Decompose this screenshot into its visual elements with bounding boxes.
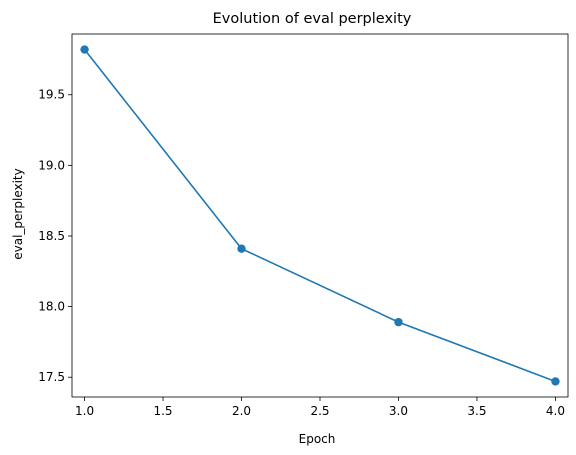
plot-series — [80, 45, 560, 386]
x-axis-label: Epoch — [299, 432, 336, 446]
y-tick-label: 18.0 — [38, 300, 65, 314]
y-tick-label: 17.5 — [38, 370, 65, 384]
x-tick-label: 2.5 — [310, 404, 329, 418]
x-tick-label: 3.5 — [467, 404, 486, 418]
x-axis: 1.0 1.5 2.0 2.5 3.0 3.5 4.0 — [75, 397, 565, 418]
x-tick-label: 1.0 — [75, 404, 94, 418]
x-tick-label: 3.0 — [389, 404, 408, 418]
data-point — [394, 317, 403, 327]
x-tick-label: 4.0 — [546, 404, 565, 418]
chart-title: Evolution of eval perplexity — [213, 11, 412, 27]
y-tick-label: 19.0 — [38, 158, 65, 172]
x-tick-label: 2.0 — [232, 404, 251, 418]
plot-frame — [71, 33, 569, 398]
data-point — [80, 45, 89, 54]
data-point — [551, 377, 560, 386]
y-axis-label: eval_perplexity — [11, 168, 25, 259]
y-axis: 17.5 18.0 18.5 19.0 19.5 — [38, 88, 72, 384]
y-tick-label: 19.5 — [38, 88, 65, 102]
series-line — [83, 49, 556, 383]
data-point — [237, 244, 246, 253]
y-tick-label: 18.5 — [38, 229, 65, 243]
x-tick-label: 1.5 — [153, 404, 172, 418]
